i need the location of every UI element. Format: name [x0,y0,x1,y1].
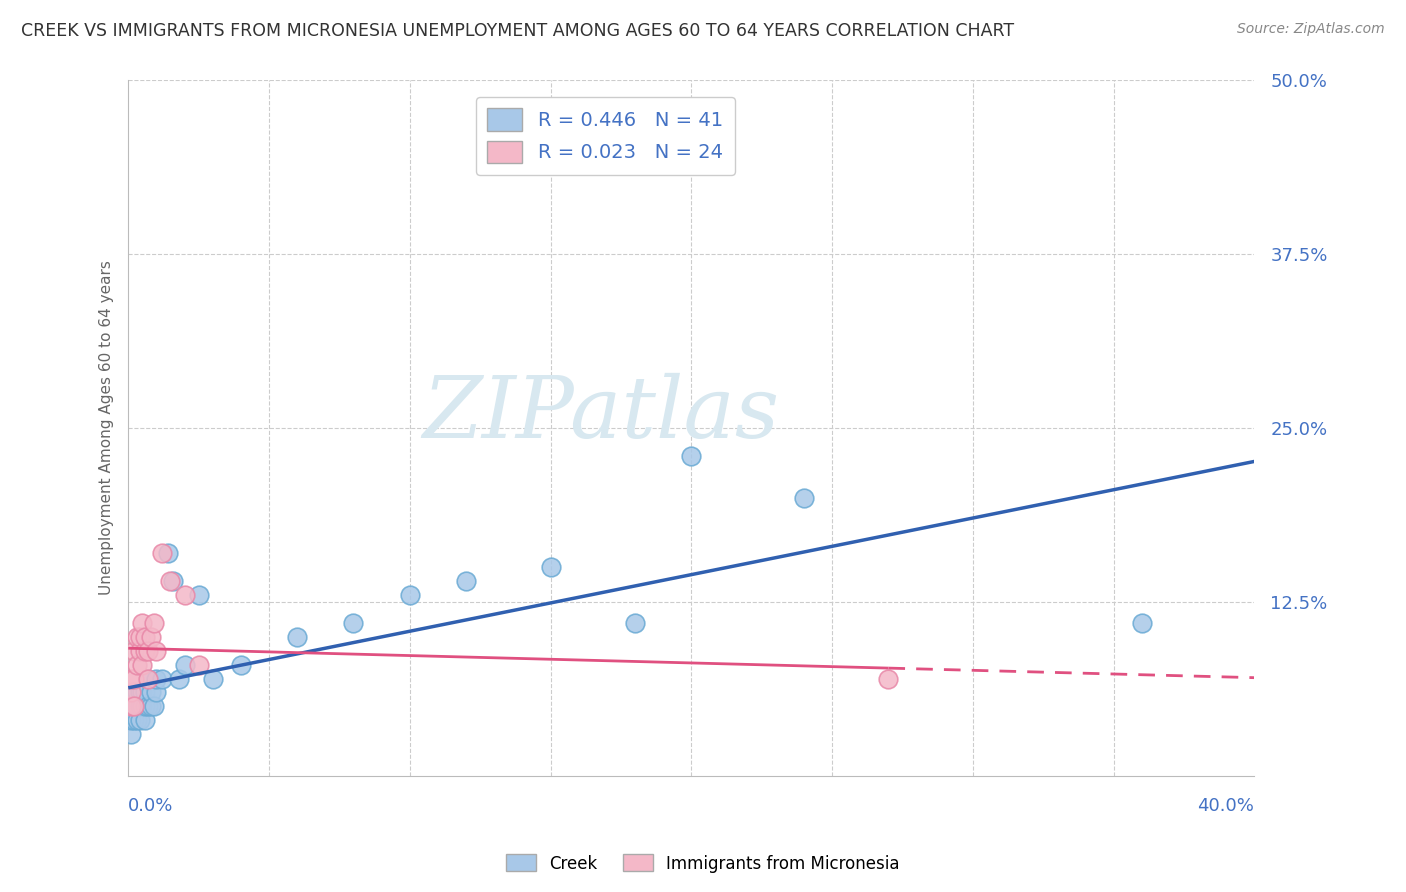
Point [128,643,150,657]
Text: CREEK VS IMMIGRANTS FROM MICRONESIA UNEMPLOYMENT AMONG AGES 60 TO 64 YEARS CORRE: CREEK VS IMMIGRANTS FROM MICRONESIA UNEM… [21,22,1014,40]
Point [125,713,148,727]
Point [139,685,162,699]
Point [624,615,647,630]
Point [122,699,145,714]
Point [187,657,209,672]
Point [142,699,165,714]
Point [167,672,190,686]
Point [122,699,145,714]
Point [139,630,162,644]
Point [120,685,142,699]
Point [125,630,148,644]
Point [187,588,209,602]
Point [120,699,142,714]
Point [134,630,156,644]
Point [285,630,308,644]
Point [456,574,478,588]
Point [201,672,224,686]
Text: 40.0%: 40.0% [1198,797,1254,814]
Point [128,630,150,644]
Point [162,574,184,588]
Point [136,672,159,686]
Point [173,588,195,602]
Point [120,672,142,686]
Point [122,713,145,727]
Point [134,713,156,727]
Y-axis label: Unemployment Among Ages 60 to 64 years: Unemployment Among Ages 60 to 64 years [100,260,114,595]
Point [120,727,142,741]
Point [877,672,900,686]
Point [145,643,167,657]
Point [120,699,142,714]
Point [125,699,148,714]
Point [540,560,562,574]
Point [793,491,815,505]
Point [142,615,165,630]
Point [128,713,150,727]
Point [145,672,167,686]
Text: Source: ZipAtlas.com: Source: ZipAtlas.com [1237,22,1385,37]
Point [150,546,173,560]
Point [131,699,153,714]
Point [173,657,195,672]
Point [229,657,252,672]
Point [134,685,156,699]
Point [131,615,153,630]
Point [131,685,153,699]
Point [120,713,142,727]
Point [128,699,150,714]
Point [156,546,179,560]
Point [136,699,159,714]
Point [139,699,162,714]
Point [398,588,420,602]
Point [342,615,364,630]
Text: ZIPatlas: ZIPatlas [423,373,780,456]
Point [134,643,156,657]
Point [159,574,181,588]
Point [134,699,156,714]
Point [122,672,145,686]
Legend: Creek, Immigrants from Micronesia: Creek, Immigrants from Micronesia [499,847,907,880]
Point [125,657,148,672]
Point [145,685,167,699]
Legend: R = 0.446   N = 41, R = 0.023   N = 24: R = 0.446 N = 41, R = 0.023 N = 24 [475,96,735,175]
Point [128,685,150,699]
Point [125,685,148,699]
Point [150,672,173,686]
Point [122,643,145,657]
Point [122,685,145,699]
Point [131,657,153,672]
Point [1130,615,1153,630]
Point [136,643,159,657]
Point [136,672,159,686]
Point [681,449,703,463]
Text: 0.0%: 0.0% [128,797,173,814]
